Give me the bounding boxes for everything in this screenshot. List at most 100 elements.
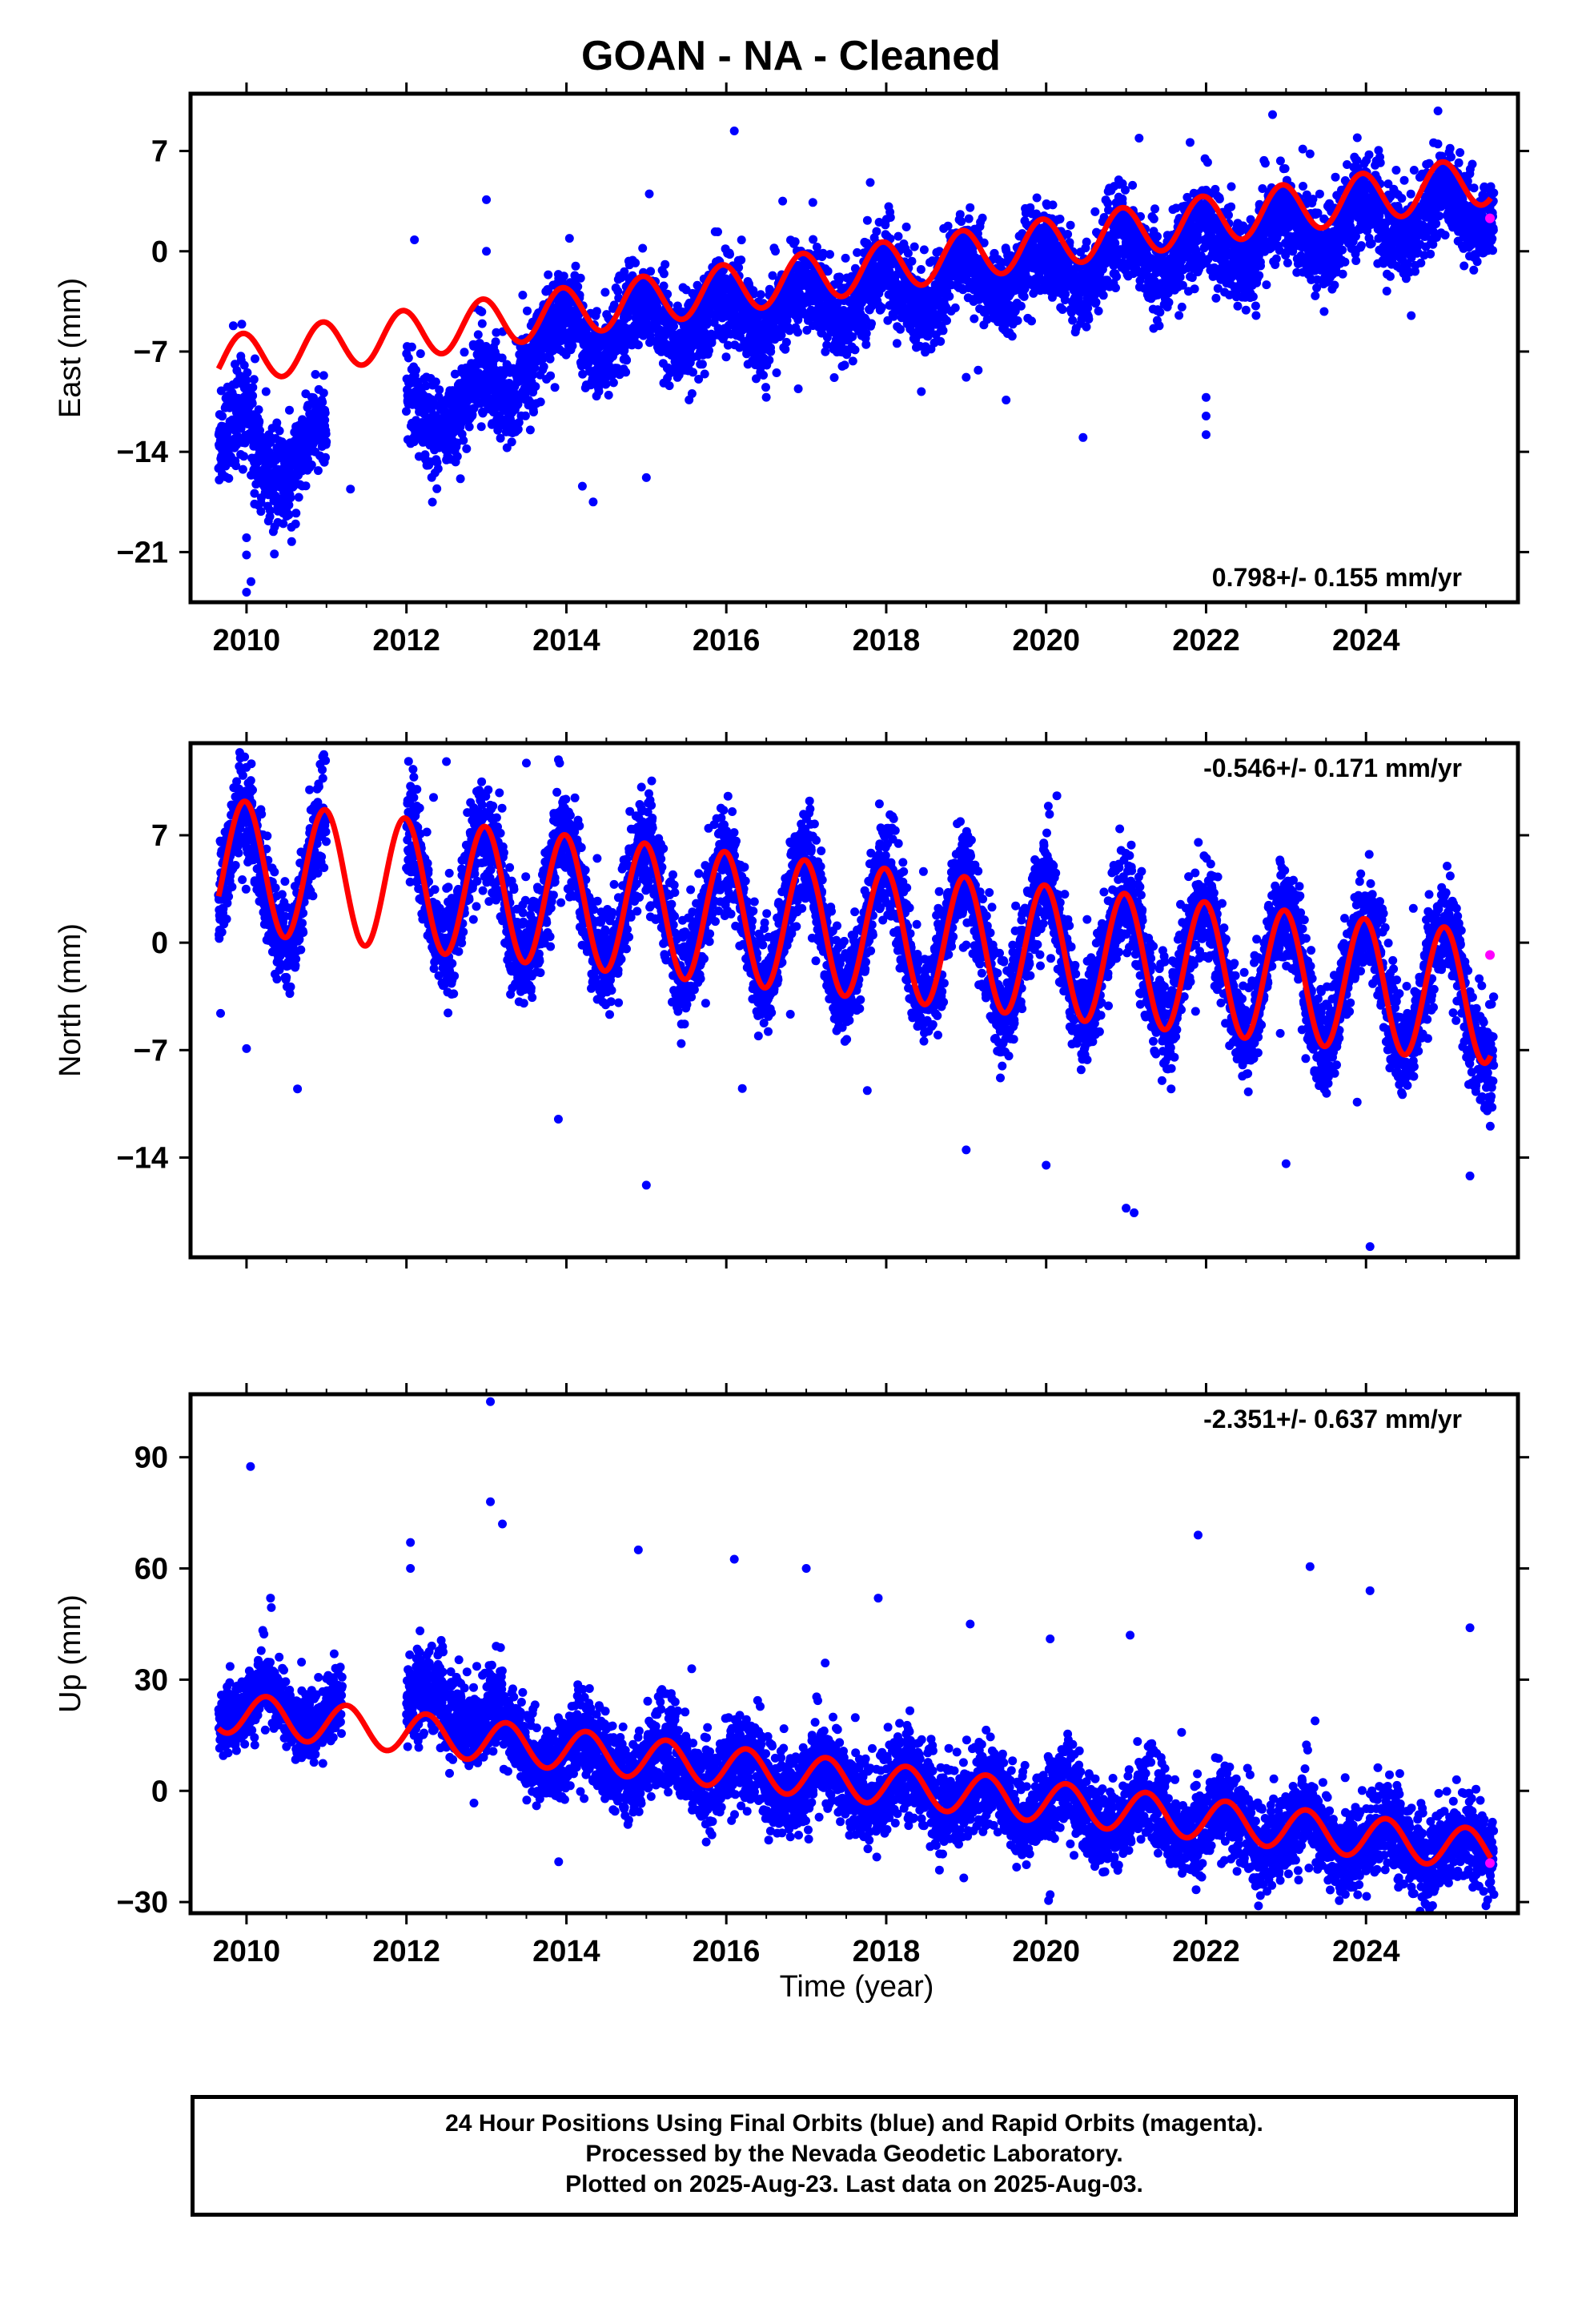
data-point bbox=[966, 203, 975, 212]
data-point bbox=[239, 360, 249, 370]
data-point bbox=[936, 336, 946, 346]
data-point bbox=[621, 368, 631, 377]
data-point bbox=[473, 330, 483, 340]
data-point bbox=[322, 437, 331, 447]
data-point bbox=[694, 375, 704, 384]
data-point bbox=[1227, 202, 1236, 211]
data-point bbox=[919, 245, 929, 255]
data-point bbox=[862, 215, 872, 225]
data-point bbox=[896, 324, 905, 334]
data-point bbox=[1241, 305, 1251, 315]
data-point bbox=[507, 437, 516, 447]
data-point bbox=[528, 370, 538, 380]
data-point bbox=[321, 452, 330, 462]
data-point bbox=[809, 235, 818, 244]
data-point bbox=[1215, 195, 1224, 203]
data-point bbox=[1068, 316, 1078, 325]
data-point bbox=[877, 303, 886, 312]
data-point bbox=[421, 381, 431, 391]
data-point bbox=[228, 321, 238, 331]
data-point bbox=[1150, 204, 1159, 214]
data-point bbox=[497, 353, 507, 363]
data-point bbox=[321, 429, 331, 439]
data-point bbox=[867, 319, 876, 328]
data-point bbox=[433, 464, 443, 473]
data-point bbox=[1128, 180, 1138, 190]
data-point bbox=[313, 466, 323, 476]
data-point bbox=[416, 349, 425, 359]
data-point bbox=[1013, 316, 1022, 325]
data-point bbox=[772, 368, 781, 377]
data-point bbox=[539, 362, 548, 372]
data-point bbox=[1019, 292, 1029, 301]
data-point bbox=[1154, 321, 1164, 331]
data-point bbox=[659, 269, 669, 279]
data-point bbox=[893, 231, 903, 241]
data-point bbox=[1058, 305, 1067, 314]
data-point bbox=[1112, 272, 1121, 281]
data-point bbox=[707, 338, 717, 348]
data-point bbox=[917, 387, 926, 396]
data-point bbox=[496, 433, 505, 443]
data-point bbox=[1078, 432, 1088, 442]
data-point bbox=[243, 368, 252, 377]
data-point bbox=[1177, 302, 1186, 312]
data-point bbox=[1155, 308, 1165, 317]
data-point bbox=[633, 340, 643, 350]
data-point bbox=[412, 365, 420, 375]
data-point bbox=[545, 354, 555, 364]
data-point bbox=[520, 411, 530, 420]
data-point bbox=[723, 340, 733, 350]
data-point bbox=[1007, 332, 1017, 341]
data-point bbox=[311, 370, 320, 379]
data-point bbox=[247, 399, 257, 408]
data-point bbox=[1016, 301, 1026, 311]
data-point bbox=[1094, 306, 1103, 316]
data-point bbox=[318, 397, 327, 407]
data-point bbox=[638, 243, 648, 253]
data-point bbox=[248, 383, 258, 392]
data-point bbox=[661, 259, 670, 269]
data-point bbox=[1134, 134, 1144, 143]
data-point bbox=[663, 289, 673, 299]
data-point bbox=[571, 261, 580, 271]
data-point bbox=[218, 412, 227, 421]
data-point bbox=[492, 328, 501, 337]
data-point bbox=[825, 250, 834, 259]
data-point bbox=[761, 383, 770, 392]
data-point bbox=[689, 368, 697, 377]
data-point bbox=[530, 363, 540, 372]
data-point bbox=[1118, 194, 1127, 203]
data-point bbox=[687, 389, 697, 398]
data-point bbox=[957, 217, 966, 227]
data-point bbox=[1082, 237, 1091, 247]
data-point bbox=[903, 248, 913, 258]
data-point bbox=[1233, 301, 1243, 311]
data-point bbox=[550, 383, 560, 392]
data-point bbox=[861, 340, 871, 349]
data-point bbox=[287, 537, 296, 546]
data-point bbox=[546, 371, 556, 380]
data-point bbox=[286, 493, 295, 503]
data-point bbox=[1121, 185, 1130, 195]
data-point bbox=[697, 360, 707, 369]
data-point bbox=[284, 510, 294, 520]
data-point bbox=[721, 352, 731, 362]
data-point bbox=[255, 425, 264, 435]
data-point bbox=[477, 319, 487, 328]
page-title: GOAN - NA - Cleaned bbox=[581, 33, 1001, 79]
data-point bbox=[601, 379, 611, 388]
data-point bbox=[456, 474, 465, 484]
data-point bbox=[768, 271, 777, 280]
data-point bbox=[1190, 284, 1199, 294]
data-point bbox=[559, 271, 568, 281]
data-point bbox=[1027, 316, 1036, 326]
data-point bbox=[1149, 214, 1158, 223]
data-point bbox=[1048, 200, 1058, 210]
data-point bbox=[942, 316, 951, 325]
data-point bbox=[943, 221, 953, 231]
data-point bbox=[978, 213, 987, 223]
data-point bbox=[613, 287, 623, 296]
data-point bbox=[1098, 291, 1108, 300]
data-point bbox=[239, 452, 248, 461]
